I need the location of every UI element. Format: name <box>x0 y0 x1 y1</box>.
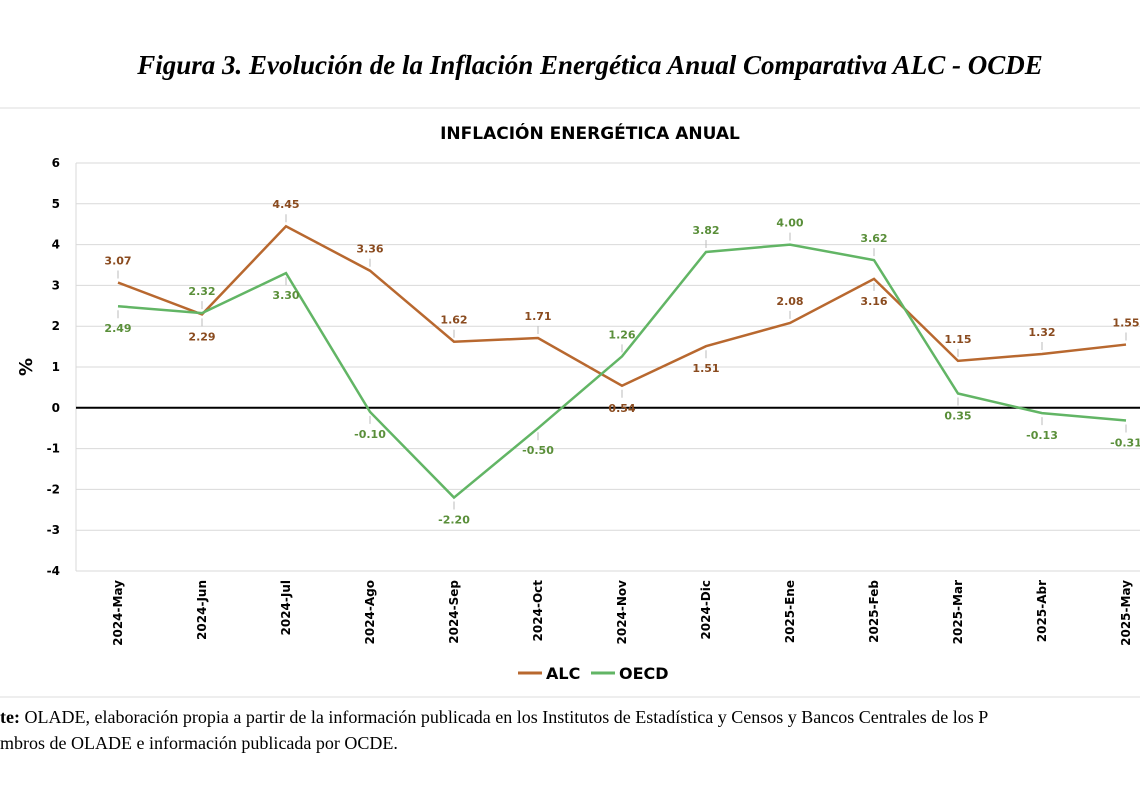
x-tick-label: 2025-Ene <box>783 580 797 643</box>
chart: INFLACIÓN ENERGÉTICA ANUAL % -4 -3 -2 -1 0 1 2… <box>0 107 1140 698</box>
y-tick-label: -3 <box>47 523 60 537</box>
data-label: 1.32 <box>1028 326 1055 339</box>
y-tick-label: -4 <box>47 564 60 578</box>
y-tick-label: 6 <box>52 156 60 170</box>
data-label: -0.10 <box>354 428 386 441</box>
data-label: -0.31 <box>1110 436 1140 449</box>
y-tick-label: 1 <box>52 360 60 374</box>
source-line: mbros de OLADE e información publicada p… <box>0 733 398 753</box>
data-label: 2.29 <box>188 330 215 343</box>
data-label: -0.13 <box>1026 429 1058 442</box>
data-label: 3.82 <box>692 224 719 237</box>
data-label: 3.36 <box>356 243 383 256</box>
data-label: 1.62 <box>440 314 467 327</box>
data-label: 2.49 <box>104 322 131 335</box>
data-label: 1.51 <box>692 362 719 375</box>
data-label: 1.26 <box>608 328 635 341</box>
data-label: 3.30 <box>272 289 299 302</box>
line-oecd <box>117 243 1127 500</box>
x-tick-label: 2024-Ago <box>363 580 377 645</box>
y-tick-label: 4 <box>52 238 60 252</box>
data-label: 1.55 <box>1112 317 1139 330</box>
data-label: 1.71 <box>524 310 551 323</box>
y-tick-label: 3 <box>52 278 60 292</box>
data-label: 0.54 <box>608 402 635 415</box>
x-tick-label: 2024-Sep <box>447 580 461 644</box>
x-tick-label: 2024-Nov <box>615 580 629 645</box>
data-label: 3.62 <box>860 232 887 245</box>
y-tick-label: -1 <box>47 442 60 456</box>
source-bold: te: <box>0 707 20 727</box>
source-line: OLADE, elaboración propia a partir de la… <box>24 707 989 727</box>
data-label: 4.45 <box>272 198 299 211</box>
figure-caption: Figura 3. Evolución de la Inflación Ener… <box>137 50 1043 80</box>
y-tick-label: 2 <box>52 319 60 333</box>
data-label: 3.16 <box>860 295 887 308</box>
chart-title: INFLACIÓN ENERGÉTICA ANUAL <box>440 122 740 144</box>
data-label: 4.00 <box>776 217 803 230</box>
data-label: 3.07 <box>104 255 131 268</box>
x-tick-label: 2025-May <box>1119 580 1133 646</box>
x-tick-label: 2024-Oct <box>531 580 545 642</box>
data-label: -0.50 <box>522 444 554 457</box>
data-label: 2.32 <box>188 285 215 298</box>
data-label: -2.20 <box>438 514 470 527</box>
x-tick-label: 2025-Abr <box>1035 580 1049 642</box>
x-tick-label: 2024-May <box>111 580 125 646</box>
y-tick-label: 0 <box>52 401 60 415</box>
y-axis-label: % <box>16 358 37 376</box>
legend-label: OECD <box>619 664 669 683</box>
y-tick-label: 5 <box>52 197 60 211</box>
data-label: 2.08 <box>776 295 803 308</box>
x-tick-label: 2025-Feb <box>867 580 881 643</box>
source: te: OLADE, elaboración propia a partir d… <box>0 704 988 756</box>
x-tick-label: 2025-Mar <box>951 580 965 644</box>
y-tick-label: -2 <box>47 482 60 496</box>
x-tick-label: 2024-Jun <box>195 580 209 640</box>
data-label: 1.15 <box>944 333 971 346</box>
x-tick-label: 2024-Dic <box>699 580 713 640</box>
x-tick-label: 2024-Jul <box>279 580 293 636</box>
legend-label: ALC <box>546 664 580 683</box>
data-label: 0.35 <box>944 410 971 423</box>
line-alc <box>117 224 1127 388</box>
